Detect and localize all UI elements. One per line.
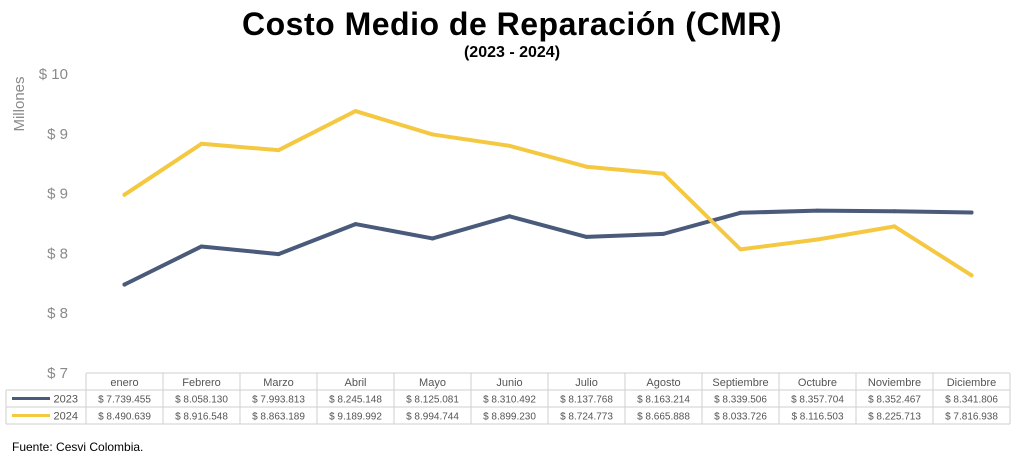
- category-label: Octubre: [798, 377, 837, 389]
- legend-label-2024: 2024: [54, 411, 78, 423]
- data-point-2023: [661, 231, 666, 236]
- category-label: Septiembre: [712, 377, 768, 389]
- series-line-2023: [122, 208, 974, 287]
- line-chart: Millones $ 7 $ 8 $ 8 $ 9 $ 9 $ 10 enero Febrero M…: [5, 66, 1011, 425]
- table-cell-2023: $ 8.137.768: [560, 395, 613, 406]
- category-label: Julio: [575, 377, 598, 389]
- category-label: Mayo: [419, 377, 446, 389]
- table-cell-2023: $ 8.163.214: [637, 395, 690, 406]
- data-point-2023: [199, 244, 204, 249]
- data-point-2024: [738, 247, 743, 252]
- table-cell-2023: $ 8.058.130: [175, 395, 228, 406]
- data-point-2024: [199, 141, 204, 146]
- data-point-2023: [430, 236, 435, 241]
- y-tick-label: $ 7: [47, 365, 68, 382]
- data-point-2024: [815, 237, 820, 242]
- table-cell-2024: $ 8.724.773: [560, 412, 613, 423]
- table-cell-2023: $ 7.993.813: [252, 395, 305, 406]
- category-label: Junio: [496, 377, 522, 389]
- table-cell-2024: $ 8.916.548: [175, 412, 228, 423]
- category-label: Noviembre: [868, 377, 921, 389]
- series-line-2024: [122, 109, 974, 278]
- legend-label-2023: 2023: [54, 394, 78, 406]
- table-cell-2024: $ 8.033.726: [714, 412, 767, 423]
- table-cell-2023: $ 7.739.455: [98, 395, 151, 406]
- data-point-2023: [738, 210, 743, 215]
- y-tick-label: $ 9: [47, 186, 68, 203]
- data-point-2024: [507, 143, 512, 148]
- category-label: Abril: [344, 377, 366, 389]
- y-axis-label: Millones: [11, 76, 28, 131]
- y-tick-label: $ 10: [39, 66, 68, 83]
- category-label: Diciembre: [947, 377, 997, 389]
- table-cell-2023: $ 8.310.492: [483, 395, 536, 406]
- data-point-2023: [353, 222, 358, 227]
- data-point-2023: [892, 209, 897, 214]
- table-cell-2024: $ 9.189.992: [329, 412, 382, 423]
- table-cell-2024: $ 8.490.639: [98, 412, 151, 423]
- data-point-2024: [584, 164, 589, 169]
- category-label: Marzo: [263, 377, 294, 389]
- data-point-2024: [892, 224, 897, 229]
- y-tick-label: $ 8: [47, 305, 68, 322]
- data-point-2023: [507, 214, 512, 219]
- table-cell-2024: $ 8.863.189: [252, 412, 305, 423]
- source-note: Fuente: Cesvi Colombia.: [12, 440, 144, 454]
- chart-subtitle: (2023 - 2024): [463, 44, 561, 61]
- table-cell-2023: $ 8.245.148: [329, 395, 382, 406]
- table-cell-2024: $ 8.225.713: [868, 412, 921, 423]
- data-point-2024: [276, 148, 281, 153]
- table-cell-2024: $ 8.899.230: [483, 412, 536, 423]
- table-cell-2024: $ 7.816.938: [945, 412, 998, 423]
- data-point-2023: [584, 234, 589, 239]
- data-point-2023: [276, 252, 281, 257]
- category-label: Febrero: [182, 377, 221, 389]
- table-cell-2024: $ 8.116.503: [791, 412, 844, 423]
- category-label: enero: [110, 377, 138, 389]
- category-label: Agosto: [646, 377, 680, 389]
- chart-title: Costo Medio de Reparación (CMR): [242, 6, 782, 42]
- table-cell-2024: $ 8.665.888: [637, 412, 690, 423]
- data-point-2024: [122, 192, 127, 197]
- table-cell-2024: $ 8.994.744: [406, 412, 459, 423]
- data-point-2023: [122, 282, 127, 287]
- data-point-2024: [353, 109, 358, 114]
- data-point-2024: [430, 132, 435, 137]
- table-cell-2023: $ 8.357.704: [791, 395, 844, 406]
- y-tick-label: $ 9: [47, 126, 68, 143]
- table-cell-2023: $ 8.341.806: [945, 395, 998, 406]
- table-cell-2023: $ 8.339.506: [714, 395, 767, 406]
- data-point-2024: [661, 171, 666, 176]
- table-cell-2023: $ 8.125.081: [406, 395, 459, 406]
- data-point-2023: [815, 208, 820, 213]
- data-point-2023: [969, 210, 974, 215]
- data-point-2024: [969, 273, 974, 278]
- y-tick-label: $ 8: [47, 245, 68, 262]
- table-cell-2023: $ 8.352.467: [868, 395, 921, 406]
